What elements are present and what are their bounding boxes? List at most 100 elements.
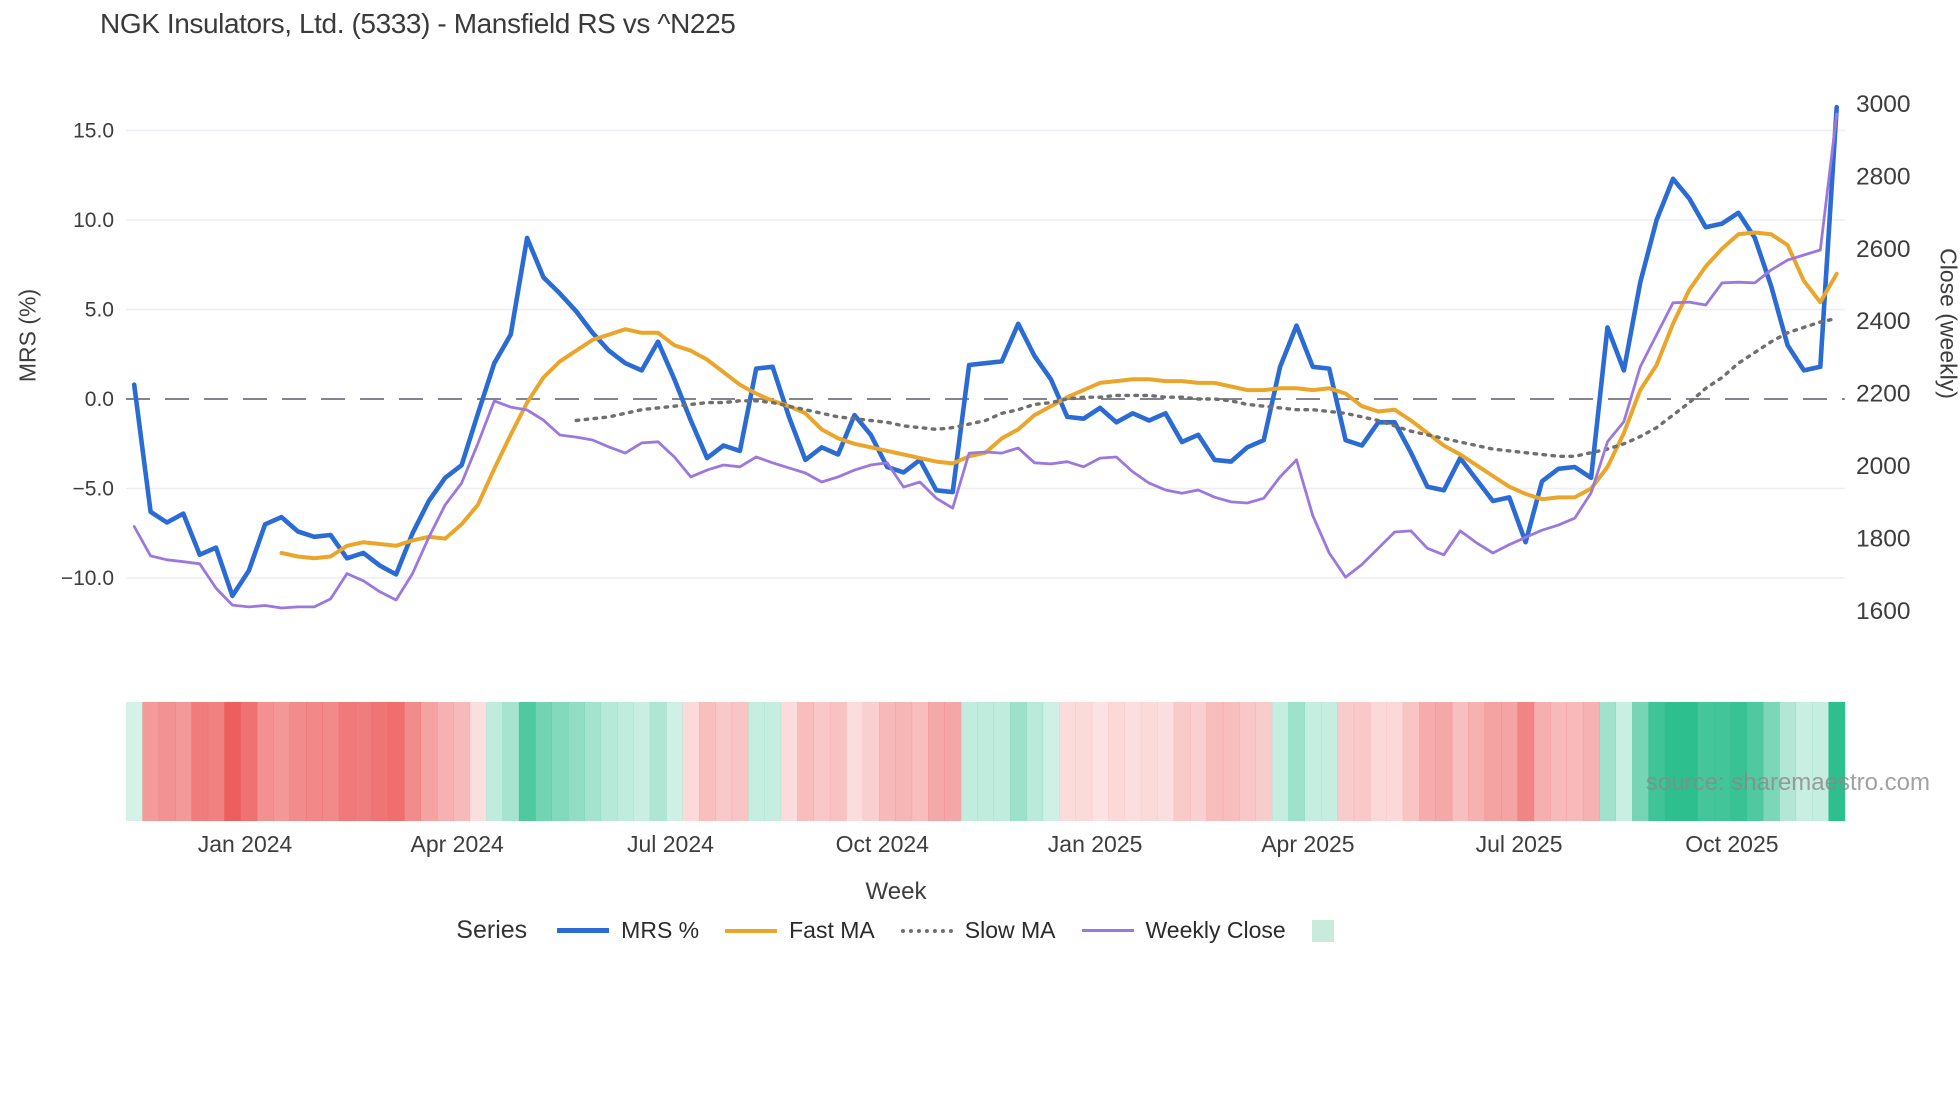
heatmap-cell	[1353, 702, 1371, 821]
heatmap-cell	[944, 702, 962, 821]
heatmap-cell	[1108, 702, 1125, 821]
heatmap-cell	[338, 702, 356, 821]
heatmap-cell	[1255, 702, 1273, 821]
heatmap-cell	[1288, 702, 1305, 821]
y-axis-tick-label: −10.0	[61, 567, 114, 590]
heatmap-cell	[191, 702, 209, 821]
y2-axis-tick-label: 3000	[1856, 91, 1911, 118]
series-line-slow-ma	[574, 316, 1839, 458]
heatmap-cell	[1713, 702, 1731, 821]
heatmap-cell	[1648, 702, 1666, 821]
heatmap-cell	[1501, 702, 1518, 821]
y2-axis-tick-label: 2200	[1856, 381, 1911, 408]
heatmap-cell	[993, 702, 1011, 821]
series-line-weekly-close	[132, 112, 1839, 610]
heatmap-cell	[355, 702, 372, 821]
heatmap-cell	[846, 702, 863, 821]
heatmap-cell	[469, 702, 487, 821]
heatmap-cell	[1026, 702, 1044, 821]
x-axis-tick-label: Oct 2024	[836, 831, 930, 857]
legend-item-slow-ma: Slow MA	[900, 917, 1056, 944]
y2-axis-tick-label: 1600	[1856, 598, 1911, 625]
legend-item-label: MRS %	[621, 917, 700, 943]
heatmap-cell	[584, 702, 602, 821]
heatmap-cell	[1582, 702, 1600, 821]
heatmap-cell	[600, 702, 618, 821]
legend-line-swatch	[725, 928, 778, 933]
heatmap-cell	[387, 702, 405, 821]
heatmap-cell	[1632, 702, 1649, 821]
legend-line-swatch	[900, 928, 953, 933]
y2-axis-tick-label: 2800	[1856, 163, 1911, 190]
heatmap-cell	[1697, 702, 1715, 821]
heatmap-cell	[617, 702, 634, 821]
heatmap-cell	[240, 702, 258, 821]
heatmap-cell	[1550, 702, 1567, 821]
heatmap-cell	[1271, 702, 1289, 821]
legend: Series MRS % Fast MA Slow MA Weekly Close	[0, 916, 1875, 945]
heatmap-cell	[420, 702, 438, 821]
heatmap-cell	[1468, 702, 1486, 821]
heatmap-cell	[862, 702, 880, 821]
heatmap-cell	[126, 702, 143, 821]
heatmap-cell	[1009, 702, 1027, 821]
heatmap-cell	[1435, 702, 1453, 821]
heatmap-cell	[1140, 702, 1158, 821]
legend-line-swatch	[557, 928, 610, 933]
heatmap-cell	[1321, 702, 1338, 821]
legend-item-label: Fast MA	[789, 917, 875, 943]
heatmap-cell	[780, 702, 798, 821]
heatmap-cell	[960, 702, 978, 821]
heatmap-cell	[1206, 702, 1224, 821]
chart-canvas: 15.0 10.0 5.0 0.0 −5.0 −10.0 3000 2800 2600 2400 2…	[61, 91, 1930, 857]
heatmap-cell	[1059, 702, 1076, 821]
heatmap-cell	[224, 702, 241, 821]
heatmap-cell	[1599, 702, 1617, 821]
y2-axis-tick-label: 2600	[1856, 236, 1911, 263]
legend-item-fast-ma: Fast MA	[725, 917, 875, 944]
heatmap-cell	[698, 702, 716, 821]
legend-item-heatmap	[1311, 919, 1334, 942]
heatmap-cell	[1812, 702, 1829, 821]
heatmap-cell	[1402, 702, 1420, 821]
heatmap-cell	[289, 702, 307, 821]
heatmap-cell	[649, 702, 667, 821]
legend-item-label: Weekly Close	[1145, 917, 1286, 943]
heatmap-cell	[1239, 702, 1256, 821]
heatmap-cell	[502, 702, 520, 821]
heatmap-cell	[1386, 702, 1404, 821]
heatmap-cell	[1664, 702, 1682, 821]
heatmap-cell	[207, 702, 225, 821]
y-axis-tick-label: 0.0	[85, 388, 114, 411]
x-axis-tick-label: Jan 2025	[1048, 831, 1143, 857]
x-axis-tick-label: Apr 2024	[410, 831, 504, 857]
heatmap-cell	[895, 702, 913, 821]
x-axis-title: Week	[865, 878, 927, 905]
heatmap-cell	[715, 702, 733, 821]
heatmap-cell	[797, 702, 814, 821]
heatmap-cell	[486, 702, 503, 821]
heatmap-cell	[1304, 702, 1322, 821]
heatmap-cell	[1763, 702, 1780, 821]
heatmap-cell	[453, 702, 471, 821]
heatmap-cell	[1419, 702, 1436, 821]
heatmap-cell	[567, 702, 585, 821]
heatmap-cell	[1157, 702, 1175, 821]
heatmap-cell	[273, 702, 291, 821]
heatmap-cell	[1091, 702, 1109, 821]
heatmap-cell	[535, 702, 552, 821]
x-axis-tick-label: Jul 2025	[1476, 831, 1563, 857]
y2-axis-tick-label: 2400	[1856, 308, 1911, 335]
heatmap-cell	[437, 702, 454, 821]
series-line-mrs-	[131, 104, 1839, 599]
heatmap-cell	[829, 702, 847, 821]
heatmap-cell	[1533, 702, 1551, 821]
heatmap-cell	[879, 702, 896, 821]
heatmap-cell	[1124, 702, 1142, 821]
heatmap-cell	[256, 702, 274, 821]
y-axis-tick-label: 5.0	[85, 299, 114, 322]
heatmap-cell	[306, 702, 323, 821]
y2-axis-tick-label: 1800	[1856, 525, 1911, 552]
y-axis-tick-label: −5.0	[73, 478, 114, 501]
